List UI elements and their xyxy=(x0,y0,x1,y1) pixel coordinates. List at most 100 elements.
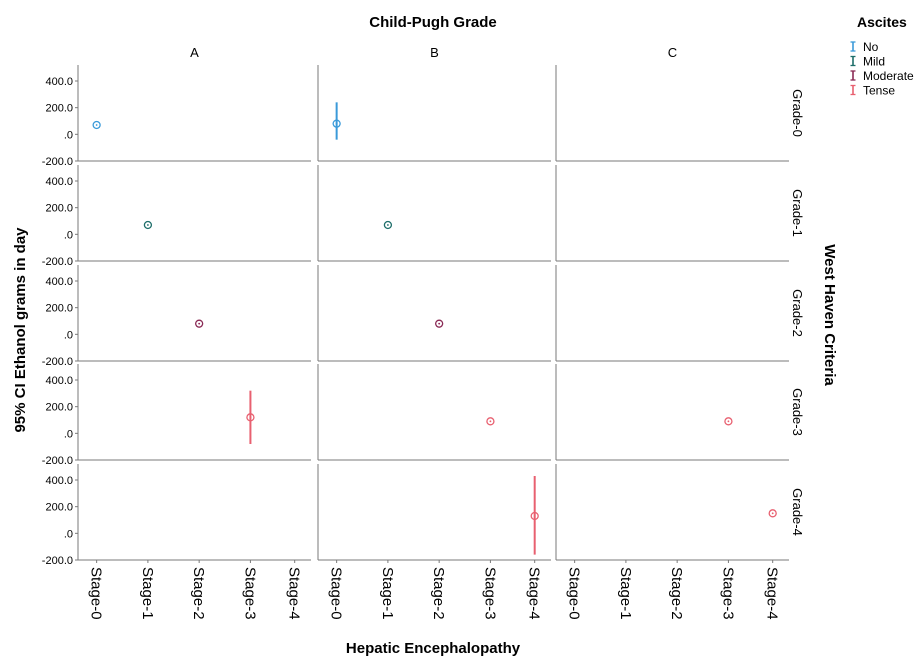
y-tick-label: .0 xyxy=(64,129,73,141)
y-tick-label: .0 xyxy=(64,428,73,440)
legend-item-no: No xyxy=(850,40,879,54)
y-tick-label: -200.0 xyxy=(42,256,73,268)
y-tick-label: 200.0 xyxy=(45,103,73,115)
y-tick-label: -200.0 xyxy=(42,356,73,368)
y-tick-label: 200.0 xyxy=(45,502,73,514)
point-center xyxy=(198,322,201,325)
legend-label: Tense xyxy=(863,84,895,98)
legend-item-tense: Tense xyxy=(850,84,895,98)
chart-title: Child-Pugh Grade xyxy=(369,14,497,31)
x-tick-label: Stage-3 xyxy=(241,567,258,620)
y-tick-label: 200.0 xyxy=(45,402,73,414)
legend-item-moderate: Moderate xyxy=(850,69,914,83)
y-axis-label: 95% CI Ethanol grams in day xyxy=(12,227,29,433)
data-point xyxy=(246,390,255,444)
data-point xyxy=(143,220,153,230)
row-label-Grade-4: Grade-4 xyxy=(790,488,805,536)
x-tick-label: Stage-3 xyxy=(719,567,736,620)
data-point xyxy=(332,102,341,140)
y-tick-label: -200.0 xyxy=(42,156,73,168)
legend-label: No xyxy=(863,40,879,54)
point-center xyxy=(95,124,98,126)
point-marker xyxy=(435,319,444,328)
x-tick-label: Stage-3 xyxy=(481,567,498,620)
point-marker xyxy=(143,220,153,230)
panel-A-Grade-3: 400.0 200.0 .0 -200.0 xyxy=(42,364,311,467)
y-tick-label: -200.0 xyxy=(42,555,73,567)
panel-B-Grade-0 xyxy=(317,65,551,162)
row-label-Grade-1: Grade-1 xyxy=(790,189,805,237)
y-tick-label: -200.0 xyxy=(42,455,73,467)
point-marker xyxy=(246,413,255,422)
point-center xyxy=(147,224,149,226)
legend-title: Ascites xyxy=(857,14,907,30)
y-tick-label: 400.0 xyxy=(45,276,73,288)
y-tick-label: 200.0 xyxy=(45,303,73,315)
panel-C-Grade-0 xyxy=(555,65,789,162)
x-tick-label: Stage-0 xyxy=(328,567,345,620)
x-tick-label: Stage-4 xyxy=(286,567,303,620)
x-tick-label: Stage-0 xyxy=(88,567,105,620)
point-center xyxy=(249,416,252,419)
y-tick-label: .0 xyxy=(64,229,73,241)
data-point xyxy=(383,220,393,230)
y-tick-label: 400.0 xyxy=(45,375,73,387)
point-center xyxy=(489,420,492,423)
y-tick-label: .0 xyxy=(64,329,73,341)
point-center xyxy=(387,224,389,226)
panel-C-Grade-1 xyxy=(555,165,789,262)
point-marker xyxy=(332,119,341,128)
x-axis-label: Hepatic Encephalopathy xyxy=(346,640,521,657)
panel-B-Grade-3 xyxy=(317,364,551,461)
x-tick-label: Stage-1 xyxy=(617,567,634,620)
data-point xyxy=(195,319,204,328)
y-tick-label: 200.0 xyxy=(45,203,73,215)
data-point xyxy=(768,509,777,518)
x-tick-label: Stage-0 xyxy=(566,567,583,620)
row-label-Grade-0: Grade-0 xyxy=(790,89,805,137)
legend-item-mild: Mild xyxy=(850,55,885,69)
data-point xyxy=(486,417,495,426)
x-tick-label: Stage-2 xyxy=(190,567,207,620)
legend-label: Mild xyxy=(863,55,885,69)
point-marker xyxy=(724,417,733,426)
panel-C-Grade-3 xyxy=(555,364,789,461)
facet-panels: A B C Grade-0 Grade-1 Grade-2 Grade-3 Grade-4 40… xyxy=(42,45,805,620)
point-center xyxy=(533,515,536,517)
data-point xyxy=(435,319,444,328)
column-header-B: B xyxy=(430,45,439,60)
panel-C-Grade-2 xyxy=(555,265,789,362)
row-label-Grade-3: Grade-3 xyxy=(790,388,805,436)
column-header-A: A xyxy=(190,45,199,60)
point-marker xyxy=(768,509,777,518)
panel-A-Grade-4: 400.0 200.0 .0 -200.0 xyxy=(42,464,311,567)
panel-A-Grade-2: 400.0 200.0 .0 -200.0 xyxy=(42,265,311,368)
x-tick-label: Stage-2 xyxy=(668,567,685,620)
data-point xyxy=(92,120,101,130)
x-tick-label: Stage-4 xyxy=(526,567,543,620)
x-tick-label: Stage-1 xyxy=(139,567,156,620)
point-center xyxy=(335,122,338,125)
x-tick-label: Stage-4 xyxy=(764,567,781,620)
point-marker xyxy=(486,417,495,426)
y-tick-label: 400.0 xyxy=(45,176,73,188)
panel-B-Grade-2 xyxy=(317,265,551,362)
point-center xyxy=(771,512,774,515)
x-tick-label: Stage-1 xyxy=(379,567,396,620)
panel-B-Grade-4 xyxy=(317,464,551,561)
panel-A-Grade-1: 400.0 200.0 .0 -200.0 xyxy=(42,165,311,268)
y-tick-label: .0 xyxy=(64,528,73,540)
point-marker xyxy=(530,511,539,521)
point-center xyxy=(727,420,730,423)
y-tick-label: 400.0 xyxy=(45,475,73,487)
data-point xyxy=(724,417,733,426)
point-center xyxy=(438,322,441,325)
point-marker xyxy=(195,319,204,328)
panel-A-Grade-0: 400.0 200.0 .0 -200.0 xyxy=(42,65,311,168)
column-header-C: C xyxy=(668,45,677,60)
point-marker xyxy=(92,120,101,130)
y-tick-label: 400.0 xyxy=(45,76,73,88)
panel-B-Grade-1 xyxy=(317,165,551,262)
